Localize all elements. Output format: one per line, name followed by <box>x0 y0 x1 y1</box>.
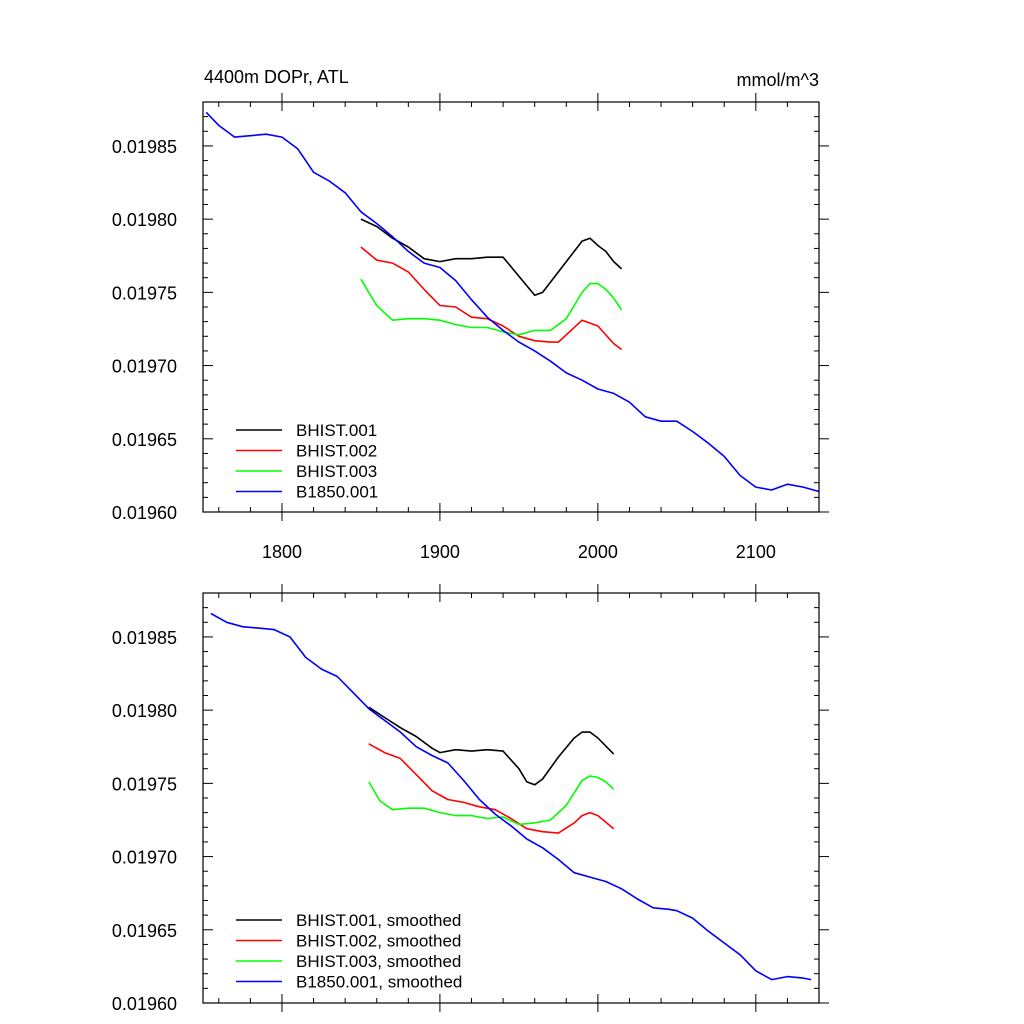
legend-label: B1850.001, smoothed <box>296 973 462 992</box>
panel-bottom: 0.01960 0.01965 0.01970 0.01975 0.01980 0.019… <box>112 584 829 1014</box>
legend-label: B1850.001 <box>296 483 378 502</box>
series-group <box>210 612 812 981</box>
series-line-bhist-002-smoothed <box>368 743 615 834</box>
y-tick-label: 0.01965 <box>112 430 177 450</box>
series-line-bhist-003-smoothed <box>368 775 615 826</box>
legend-label: BHIST.003, smoothed <box>296 952 461 971</box>
series-line-bhist-001-smoothed <box>368 706 615 786</box>
x-tick-label: 1900 <box>420 542 460 562</box>
series-line-b1850-001 <box>205 111 820 493</box>
y-tick-label: 0.01980 <box>112 210 177 230</box>
legend: BHIST.001, smoothed BHIST.002, smoothedBH… <box>236 911 462 992</box>
series-line-bhist-003 <box>360 278 623 336</box>
panel-title: 4400m DOPr, ATL <box>204 67 349 87</box>
y-tick-label: 0.01980 <box>112 701 177 721</box>
plot-frame <box>202 592 820 1004</box>
legend-label: BHIST.001 <box>296 421 377 440</box>
y-tick-label: 0.01985 <box>112 137 177 157</box>
legend-label: BHIST.001, smoothed <box>296 911 461 930</box>
y-tick-label: 0.01960 <box>112 994 177 1014</box>
legend-label: BHIST.003 <box>296 462 377 481</box>
y-tick-label: 0.01965 <box>112 921 177 941</box>
x-tick-label: 1800 <box>262 542 302 562</box>
units-label: mmol/m^3 <box>737 70 819 90</box>
y-tick-label: 0.01985 <box>112 628 177 648</box>
legend-label: BHIST.002, smoothed <box>296 932 461 951</box>
ticks-group: 0.01960 0.01965 0.01970 0.01975 0.01980 0.019… <box>112 584 829 1014</box>
panel-top: 4400m DOPr, ATL mmol/m^3 1800 1900 2000 210… <box>112 67 829 562</box>
ticks-group: 1800 1900 2000 2100 0.01960 0.01965 0.01970 0.0… <box>112 93 829 562</box>
series-line-bhist-001 <box>360 218 623 297</box>
y-tick-label: 0.01975 <box>112 283 177 303</box>
y-tick-label: 0.01970 <box>112 357 177 377</box>
legend-label: BHIST.002 <box>296 442 377 461</box>
x-tick-label: 2000 <box>578 542 618 562</box>
series-group <box>205 111 820 493</box>
series-line-bhist-002 <box>360 246 623 351</box>
x-tick-label: 2100 <box>736 542 776 562</box>
y-tick-label: 0.01960 <box>112 503 177 523</box>
series-line-b1850-001-smoothed <box>210 612 812 981</box>
plot-frame <box>202 101 820 513</box>
y-tick-label: 0.01975 <box>112 774 177 794</box>
y-tick-label: 0.01970 <box>112 848 177 868</box>
